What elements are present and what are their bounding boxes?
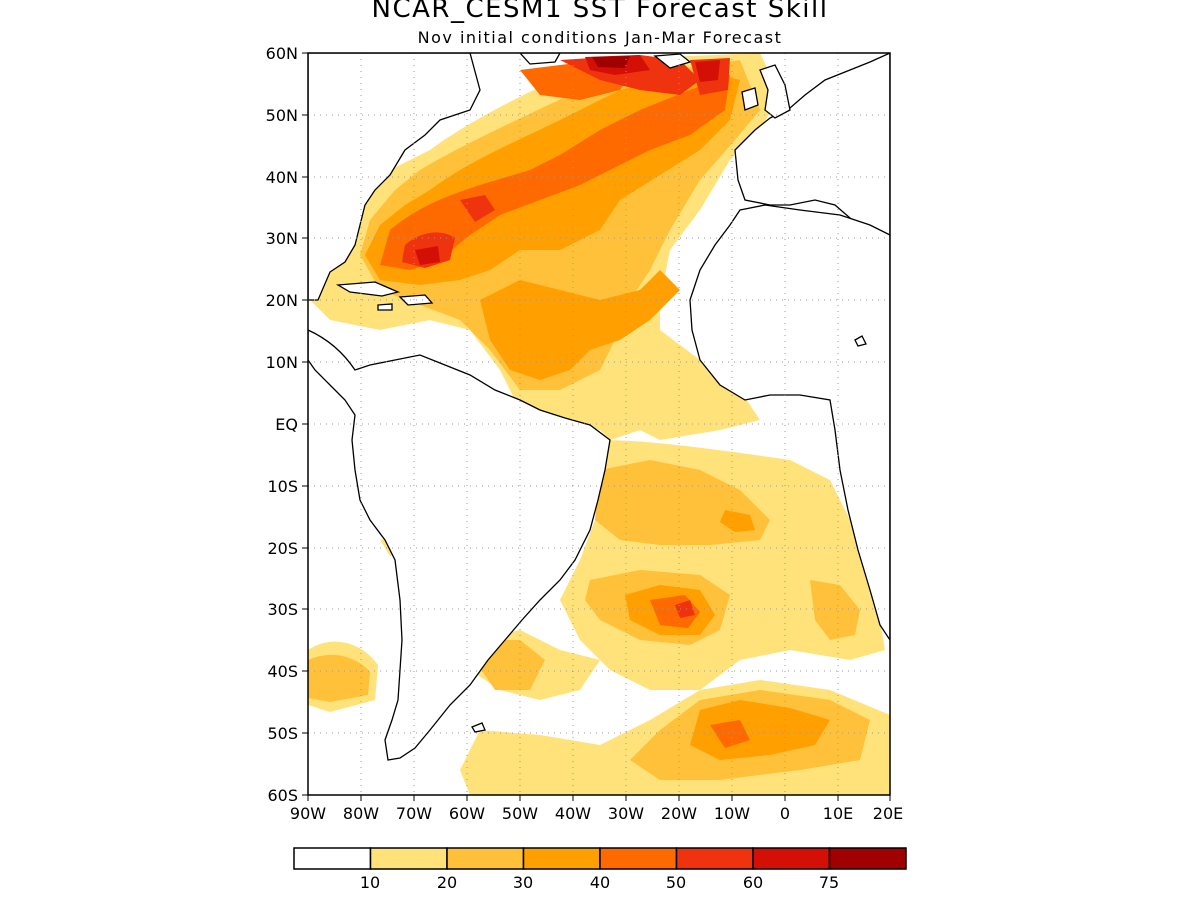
colorbar-label: 75 (819, 873, 839, 892)
skill-field (308, 53, 890, 795)
colorbar-label: 60 (743, 873, 763, 892)
lon-label: 10E (823, 804, 853, 823)
lon-label: 0 (780, 804, 790, 823)
lat-label: 40N (266, 168, 298, 187)
colorbar-label: 40 (590, 873, 610, 892)
lon-label: 90W (290, 804, 326, 823)
lon-label: 70W (396, 804, 432, 823)
colorbar-label: 50 (666, 873, 686, 892)
colorbar-labels: 10 20 30 40 50 60 75 (360, 873, 839, 892)
lat-label: EQ (275, 415, 298, 434)
lat-label: 20N (266, 291, 298, 310)
lon-label: 60W (449, 804, 485, 823)
colorbar-swatch (752, 847, 831, 870)
lon-label: 80W (343, 804, 379, 823)
lon-label: 20W (661, 804, 697, 823)
chart-title: NCAR_CESM1 SST Forecast Skill (371, 0, 829, 24)
colorbar-label: 30 (513, 873, 533, 892)
colorbar-swatch (369, 847, 448, 870)
lon-label: 40W (555, 804, 591, 823)
lon-label: 10W (714, 804, 750, 823)
lat-label: 10N (266, 353, 298, 372)
graticule (308, 53, 890, 795)
lat-label: 10S (267, 477, 298, 496)
lat-label: 40S (267, 662, 298, 681)
lon-labels: 90W 80W 70W 60W 50W 40W 30W 20W 10W 0 10… (290, 804, 903, 823)
colorbar-label: 10 (360, 873, 380, 892)
lat-label: 60S (267, 786, 298, 805)
lon-label: 20E (873, 804, 903, 823)
colorbar (293, 847, 907, 870)
lat-label: 60N (266, 44, 298, 63)
lon-label: 50W (502, 804, 538, 823)
colorbar-label: 20 (437, 873, 457, 892)
lat-label: 50N (266, 106, 298, 125)
colorbar-swatch (522, 847, 601, 870)
lat-label: 50S (267, 724, 298, 743)
colorbar-swatch (293, 847, 372, 870)
lon-label: 30W (608, 804, 644, 823)
lat-label: 30N (266, 229, 298, 248)
lat-labels: 60N 50N 40N 30N 20N 10N EQ 10S 20S 30S 4… (266, 44, 298, 805)
chart-subtitle: Nov initial conditions Jan-Mar Forecast (417, 28, 783, 47)
axis-ticks (302, 52, 891, 801)
lat-label: 30S (267, 600, 298, 619)
colorbar-swatch (828, 847, 907, 870)
colorbar-swatch (599, 847, 678, 870)
colorbar-swatch (446, 847, 525, 870)
lat-label: 20S (267, 539, 298, 558)
colorbar-swatch (675, 847, 754, 870)
